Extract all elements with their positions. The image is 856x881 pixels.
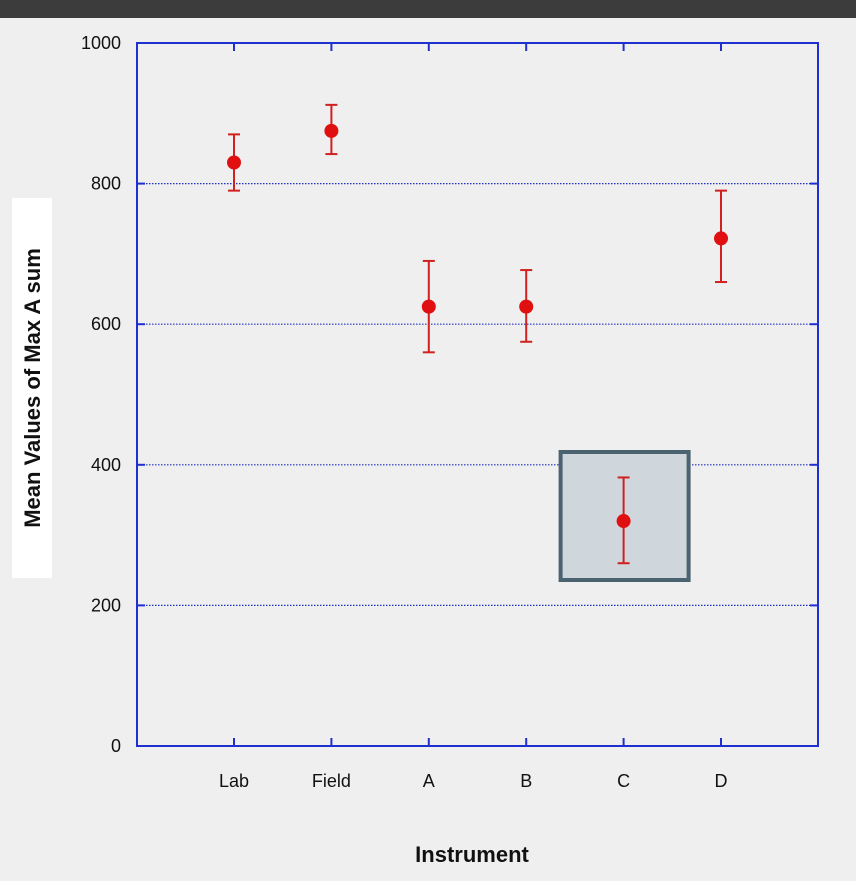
data-point: [421, 299, 436, 314]
data-point: [714, 231, 728, 246]
y-tick-label: 0: [111, 736, 121, 756]
data-point: [616, 514, 631, 529]
y-tick-label: 800: [91, 174, 121, 194]
y-tick-label: 400: [91, 455, 121, 475]
x-axis-title: Instrument: [415, 842, 529, 867]
x-tick-label: C: [617, 771, 630, 791]
data-point: [519, 299, 534, 314]
y-tick-label: 1000: [81, 33, 121, 53]
y-tick-label: 600: [91, 314, 121, 334]
x-tick-label: D: [715, 771, 728, 791]
chart-panel: [0, 18, 856, 881]
data-series: [227, 103, 728, 565]
grid-lines: [137, 183, 818, 607]
top-bar: [0, 0, 856, 18]
data-point: [324, 123, 339, 138]
y-tick-label: 200: [91, 595, 121, 615]
y-axis-title: Mean Values of Max A sum: [20, 248, 45, 528]
data-point: [227, 155, 241, 170]
plot-frame: [136, 42, 819, 747]
x-tick-label: Lab: [219, 771, 249, 791]
x-tick-label: B: [520, 771, 532, 791]
x-tick-label: A: [423, 771, 435, 791]
y-axis-title-backdrop: [12, 198, 52, 578]
axis-ticks: [137, 42, 818, 747]
x-tick-label: Field: [312, 771, 351, 791]
tick-labels: 0 200 400 600 800 1000 Lab Field A B C D: [81, 33, 728, 791]
